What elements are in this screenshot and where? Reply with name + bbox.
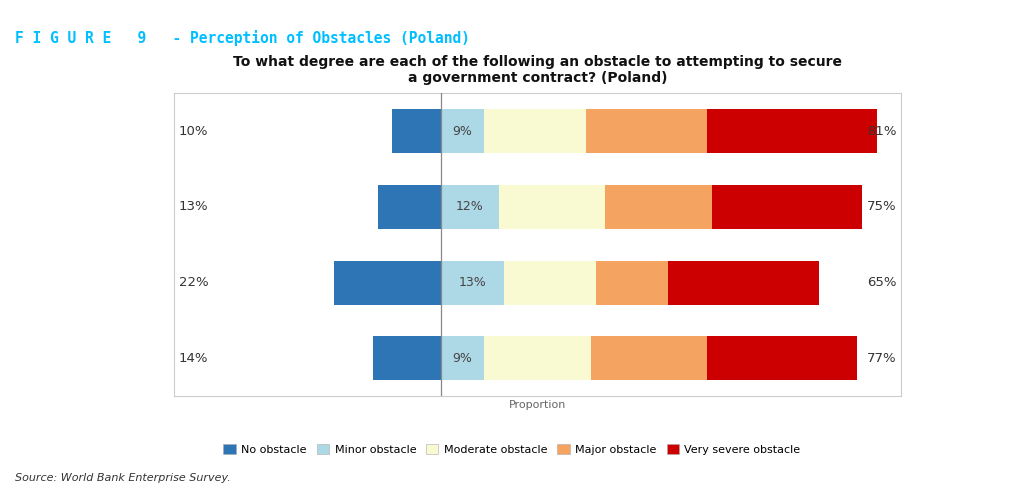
Bar <box>712 185 862 229</box>
Legend: No obstacle, Minor obstacle, Moderate obstacle, Major obstacle, Very severe obst: No obstacle, Minor obstacle, Moderate ob… <box>219 440 805 460</box>
Bar <box>484 109 586 153</box>
Text: 10%: 10% <box>179 125 209 138</box>
Text: 13%: 13% <box>179 200 209 214</box>
Text: 75%: 75% <box>866 200 896 214</box>
Bar <box>440 185 499 229</box>
Bar <box>484 337 591 380</box>
Bar <box>708 109 877 153</box>
Bar <box>605 185 712 229</box>
Bar <box>392 109 440 153</box>
Bar <box>586 109 708 153</box>
Text: 22%: 22% <box>179 276 209 289</box>
Bar <box>591 337 708 380</box>
Text: 12%: 12% <box>456 200 483 214</box>
Text: 77%: 77% <box>866 352 896 365</box>
Bar <box>378 185 440 229</box>
Text: 13%: 13% <box>459 276 486 289</box>
Text: Source: World Bank Enterprise Survey.: Source: World Bank Enterprise Survey. <box>15 473 231 483</box>
Bar <box>440 261 504 305</box>
Text: 9%: 9% <box>453 125 472 138</box>
Text: F I G U R E   9   - Perception of Obstacles (Poland): F I G U R E 9 - Perception of Obstacles … <box>15 30 470 46</box>
Bar <box>499 185 605 229</box>
Bar <box>373 337 440 380</box>
Bar <box>440 337 484 380</box>
Text: 14%: 14% <box>179 352 209 365</box>
Bar <box>440 109 484 153</box>
Text: 9%: 9% <box>453 352 472 365</box>
Title: To what degree are each of the following an obstacle to attempting to secure
a g: To what degree are each of the following… <box>233 55 842 86</box>
Bar <box>669 261 819 305</box>
Bar <box>504 261 596 305</box>
Bar <box>708 337 857 380</box>
Text: 65%: 65% <box>866 276 896 289</box>
X-axis label: Proportion: Proportion <box>509 400 566 410</box>
Bar <box>334 261 440 305</box>
Text: 81%: 81% <box>866 125 896 138</box>
Bar <box>596 261 669 305</box>
